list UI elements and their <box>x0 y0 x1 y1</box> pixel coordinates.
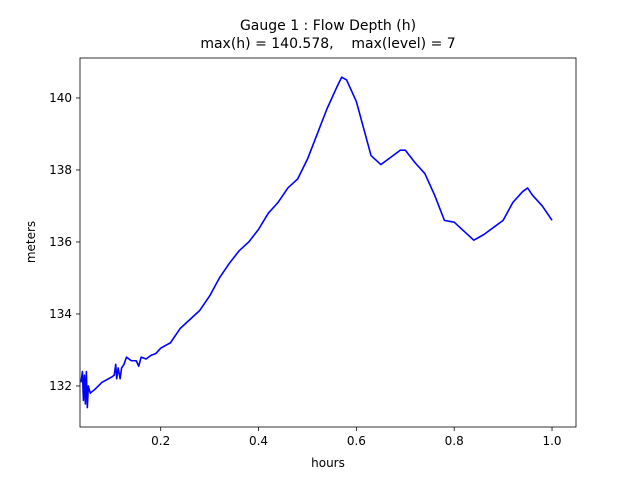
x-tick-label: 0.6 <box>347 434 366 448</box>
y-tick-label: 136 <box>49 235 72 249</box>
plot-frame <box>79 57 577 428</box>
x-tick-label: 0.8 <box>445 434 464 448</box>
x-axis-label: hours <box>311 456 345 470</box>
y-axis-label: meters <box>24 221 38 263</box>
chart-title: Gauge 1 : Flow Depth (h) <box>240 18 416 34</box>
y-tick-label: 134 <box>49 307 72 321</box>
data-line <box>80 76 553 409</box>
y-tick-label: 132 <box>49 379 72 393</box>
y-tick-label: 138 <box>49 163 72 177</box>
x-tick-label: 0.2 <box>151 434 170 448</box>
y-tick-label: 140 <box>49 91 72 105</box>
x-tick-label: 1.0 <box>542 434 561 448</box>
x-tick-label: 0.4 <box>249 434 268 448</box>
chart-subtitle: max(h) = 140.578, max(level) = 7 <box>200 36 455 52</box>
